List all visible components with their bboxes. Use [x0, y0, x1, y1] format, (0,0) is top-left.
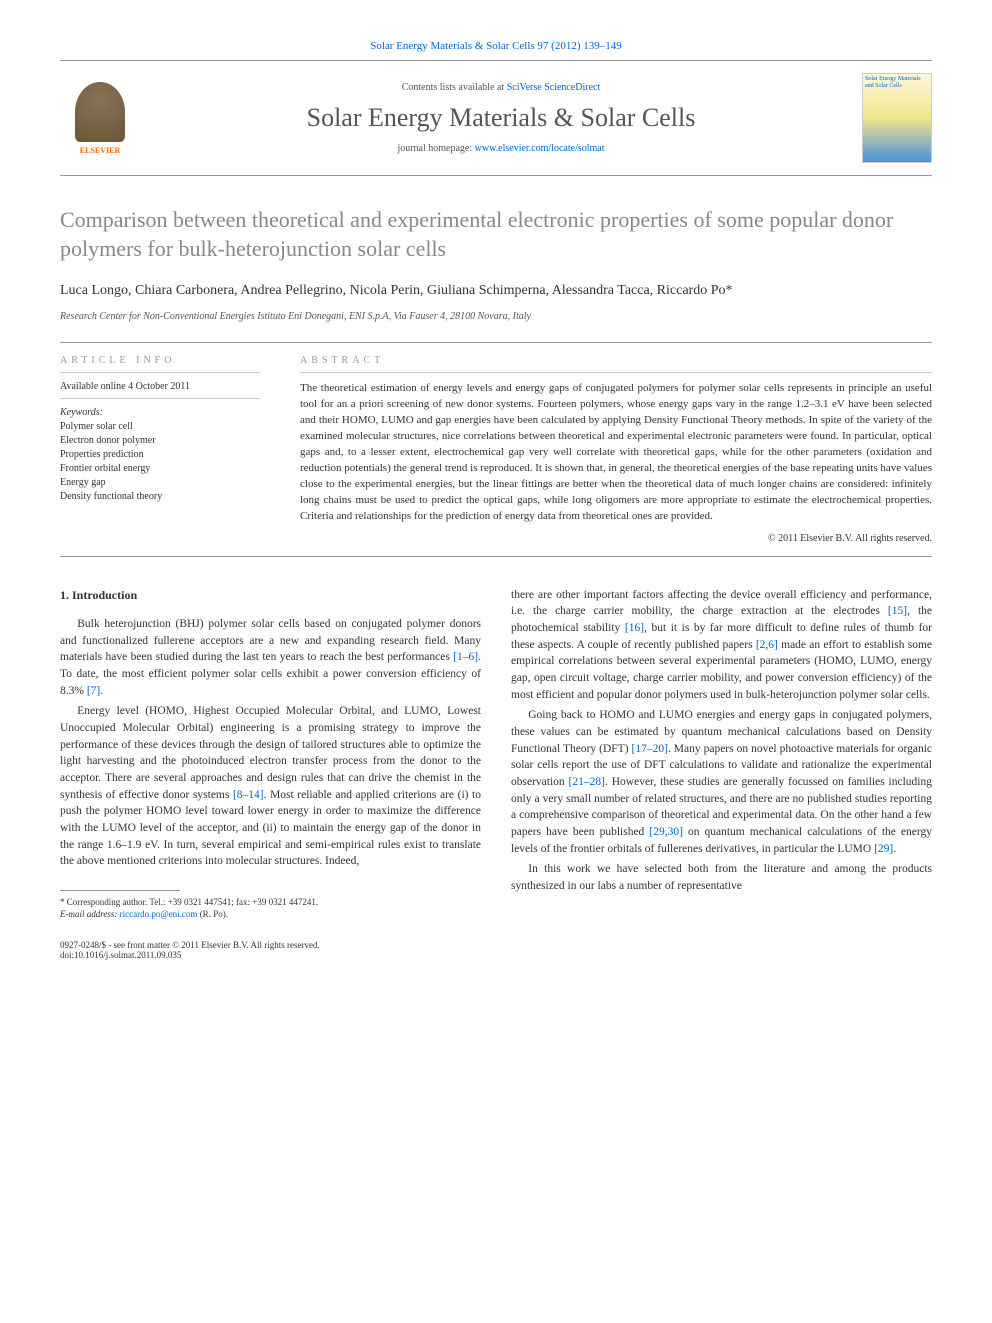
keyword: Polymer solar cell: [60, 420, 260, 434]
body-paragraph: Bulk heterojunction (BHJ) polymer solar …: [60, 616, 481, 699]
corresponding-marker: *: [726, 283, 733, 298]
reference-link[interactable]: [17–20]: [632, 743, 668, 755]
reference-link[interactable]: [8–14]: [233, 789, 264, 801]
article-info-panel: ARTICLE INFO Available online 4 October …: [60, 343, 280, 555]
body-text-span: .: [100, 685, 103, 697]
journal-citation[interactable]: Solar Energy Materials & Solar Cells 97 …: [60, 40, 932, 52]
footnote-separator: [60, 890, 180, 891]
body-paragraph: Going back to HOMO and LUMO energies and…: [511, 707, 932, 857]
email-name: (R. Po).: [197, 909, 228, 919]
authors-names: Luca Longo, Chiara Carbonera, Andrea Pel…: [60, 283, 726, 298]
front-matter-notice: 0927-0248/$ - see front matter © 2011 El…: [60, 940, 320, 950]
article-info-heading: ARTICLE INFO: [60, 355, 260, 373]
publisher-logo: ELSEVIER: [60, 73, 140, 163]
abstract-panel: ABSTRACT The theoretical estimation of e…: [280, 343, 932, 555]
homepage-link[interactable]: www.elsevier.com/locate/solmat: [475, 143, 605, 154]
authors-list: Luca Longo, Chiara Carbonera, Andrea Pel…: [60, 283, 932, 299]
publisher-name: ELSEVIER: [80, 146, 120, 155]
abstract-heading: ABSTRACT: [300, 355, 932, 373]
reference-link[interactable]: [29,30]: [649, 826, 683, 838]
contents-available-text: Contents lists available at SciVerse Sci…: [140, 82, 862, 93]
elsevier-tree-icon: [75, 82, 125, 142]
body-column-left: 1. Introduction Bulk heterojunction (BHJ…: [60, 587, 481, 921]
abstract-copyright: © 2011 Elsevier B.V. All rights reserved…: [300, 533, 932, 544]
article-title: Comparison between theoretical and exper…: [60, 206, 932, 263]
email-label: E-mail address:: [60, 909, 120, 919]
page-footer: 0927-0248/$ - see front matter © 2011 El…: [60, 940, 932, 960]
journal-cover-thumbnail: Solar Energy Materials and Solar Cells: [862, 73, 932, 163]
abstract-text: The theoretical estimation of energy lev…: [300, 381, 932, 524]
keyword: Frontier orbital energy: [60, 462, 260, 476]
body-text-span: .: [893, 843, 896, 855]
contents-text: Contents lists available at: [402, 82, 507, 93]
keyword: Energy gap: [60, 476, 260, 490]
section-heading-introduction: 1. Introduction: [60, 587, 481, 604]
homepage-text: journal homepage:: [397, 143, 474, 154]
reference-link[interactable]: [2,6]: [756, 639, 778, 651]
keywords-label: Keywords:: [60, 407, 260, 418]
reference-link[interactable]: [29]: [874, 843, 893, 855]
reference-link[interactable]: [15]: [888, 605, 907, 617]
journal-title: Solar Energy Materials & Solar Cells: [140, 103, 862, 133]
body-column-right: there are other important factors affect…: [511, 587, 932, 921]
available-online: Available online 4 October 2011: [60, 381, 260, 399]
reference-link[interactable]: [7]: [87, 685, 100, 697]
reference-link[interactable]: [21–28]: [569, 776, 605, 788]
homepage-line: journal homepage: www.elsevier.com/locat…: [140, 143, 862, 154]
body-text: 1. Introduction Bulk heterojunction (BHJ…: [60, 587, 932, 921]
sciencedirect-link[interactable]: SciVerse ScienceDirect: [507, 82, 601, 93]
keyword: Electron donor polymer: [60, 434, 260, 448]
body-text-span: Bulk heterojunction (BHJ) polymer solar …: [60, 618, 481, 663]
body-text-span: there are other important factors affect…: [511, 589, 932, 618]
cover-title: Solar Energy Materials and Solar Cells: [865, 76, 929, 89]
keyword: Properties prediction: [60, 448, 260, 462]
reference-link[interactable]: [16]: [625, 622, 644, 634]
reference-link[interactable]: [1–6]: [453, 651, 478, 663]
corresponding-author-footnote: * Corresponding author. Tel.: +39 0321 4…: [60, 897, 481, 909]
email-footnote: E-mail address: riccardo.po@eni.com (R. …: [60, 909, 481, 921]
email-link[interactable]: riccardo.po@eni.com: [120, 909, 198, 919]
body-paragraph: In this work we have selected both from …: [511, 861, 932, 894]
journal-header: ELSEVIER Contents lists available at Sci…: [60, 60, 932, 176]
body-paragraph: there are other important factors affect…: [511, 587, 932, 704]
body-text-span: Energy level (HOMO, Highest Occupied Mol…: [60, 705, 481, 800]
doi: doi:10.1016/j.solmat.2011.09.035: [60, 950, 320, 960]
keyword: Density functional theory: [60, 490, 260, 504]
body-text-span: In this work we have selected both from …: [511, 863, 932, 892]
body-paragraph: Energy level (HOMO, Highest Occupied Mol…: [60, 703, 481, 870]
affiliation: Research Center for Non-Conventional Ene…: [60, 311, 932, 322]
